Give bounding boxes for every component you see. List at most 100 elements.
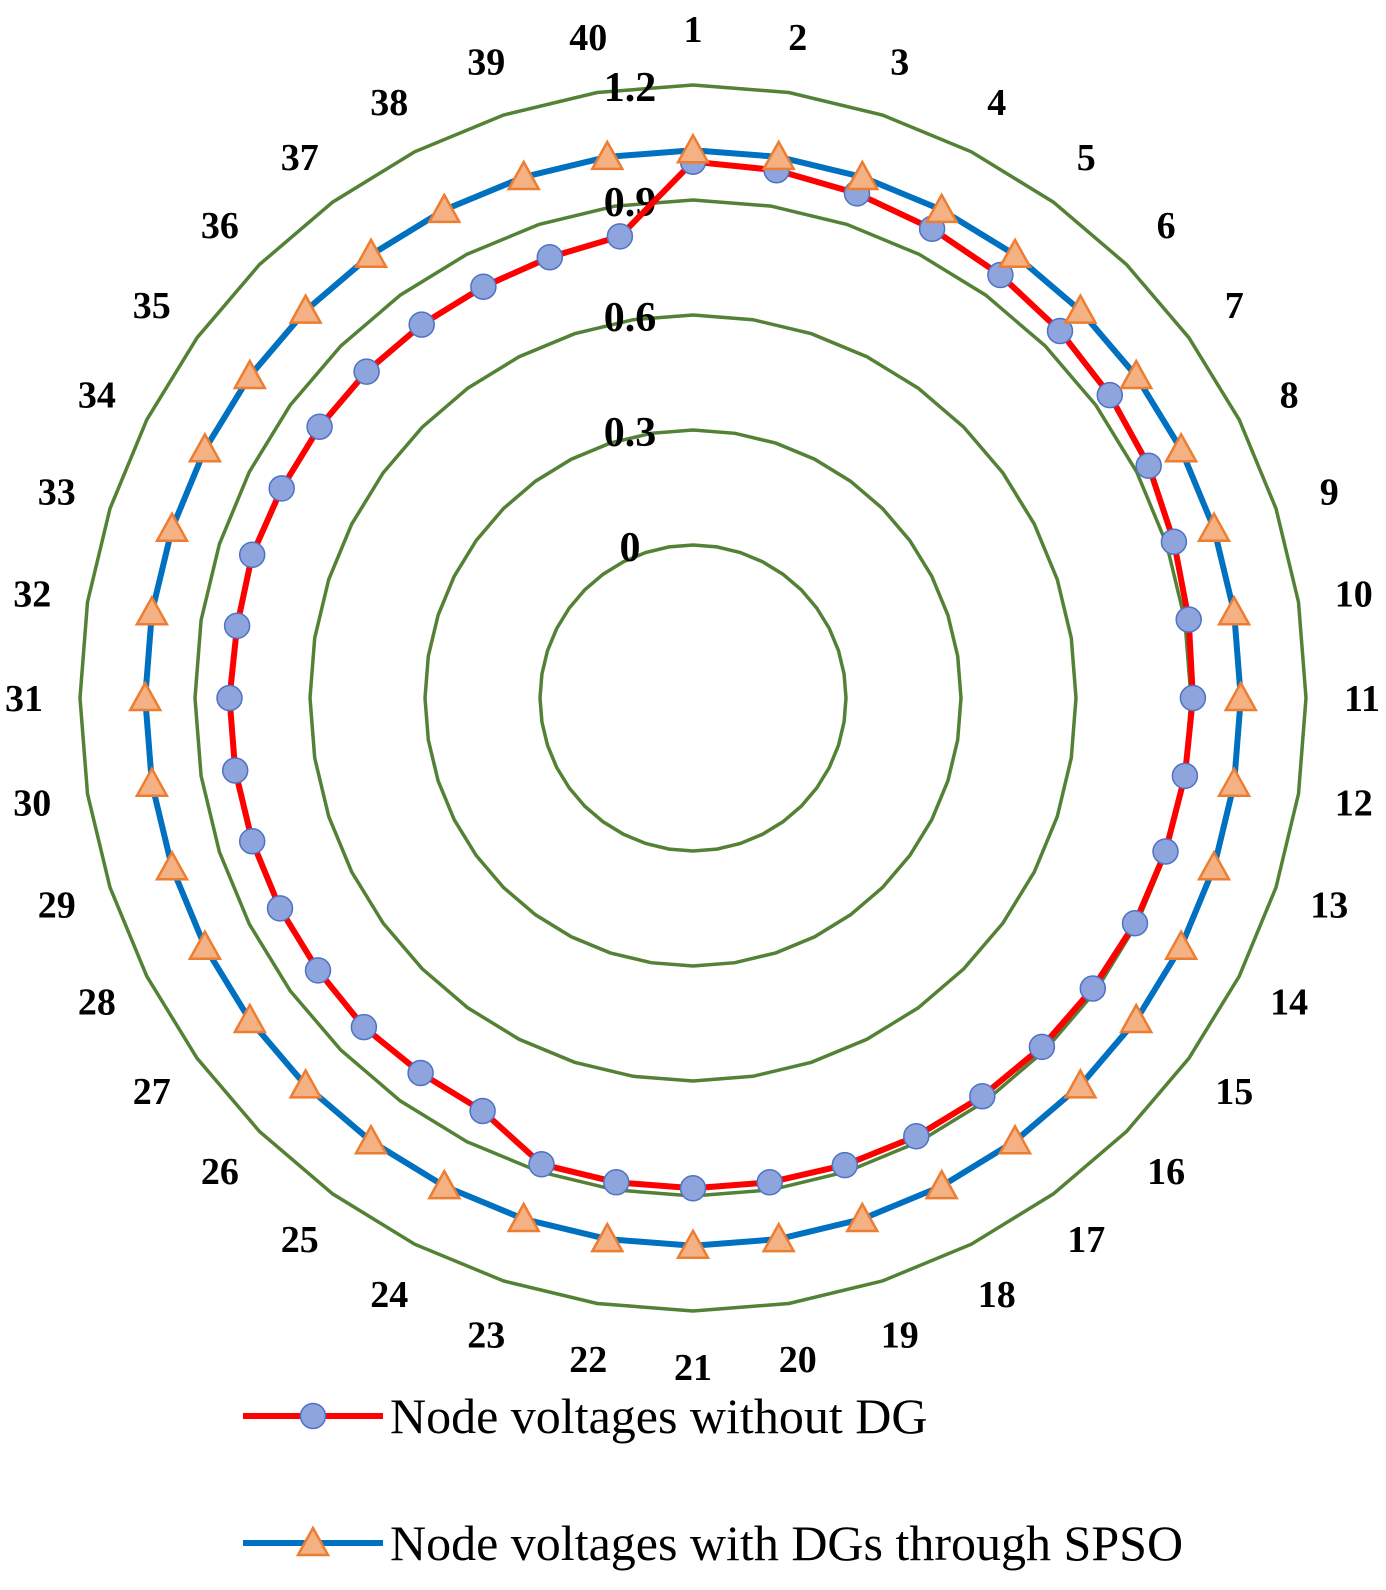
category-label-14: 14 — [1270, 982, 1308, 1024]
tick-label-2: 0.6 — [604, 295, 657, 341]
series-0-point-5 — [987, 261, 1014, 289]
series-1-point-9 — [1196, 511, 1232, 542]
series-1-point-38 — [427, 192, 462, 224]
series-0-point-33 — [238, 541, 266, 569]
series-0-point-18 — [903, 1123, 930, 1150]
series-1-point-33 — [154, 511, 190, 542]
series-0-point-22 — [603, 1169, 630, 1196]
tick-label-3: 0.9 — [604, 180, 657, 226]
category-label-21: 21 — [674, 1347, 712, 1389]
series-0-point-28 — [266, 895, 294, 922]
series-0-point-27 — [304, 957, 332, 984]
series-0-point-16 — [1028, 1033, 1056, 1061]
series-0-point-19 — [831, 1151, 859, 1179]
category-labels: 1 234567891011121314151617181920212223242… — [5, 9, 1380, 1389]
series-1-point-24 — [427, 1168, 462, 1200]
series-1-point-7 — [1119, 358, 1154, 390]
series-1-point-14 — [1163, 929, 1199, 960]
series-0-point-21 — [679, 1175, 707, 1202]
series-0-point-31 — [216, 684, 243, 712]
legend-marker-0 — [299, 1402, 327, 1430]
series-1-point-39 — [506, 159, 541, 191]
category-label-24: 24 — [370, 1274, 408, 1316]
series-0-point-38 — [470, 273, 497, 300]
category-label-12: 12 — [1335, 783, 1373, 825]
tick-label-1: 0.3 — [604, 410, 657, 456]
series-0-point-26 — [350, 1013, 378, 1041]
series-1-point-27 — [232, 1002, 267, 1034]
category-label-34: 34 — [78, 374, 116, 416]
series-1-point-20 — [761, 1221, 796, 1253]
category-label-19: 19 — [881, 1314, 919, 1356]
series-0-point-7 — [1096, 381, 1124, 409]
series-1-point-12 — [1216, 766, 1252, 797]
grid-ring-0 — [538, 543, 848, 853]
category-label-26: 26 — [201, 1151, 239, 1193]
category-label-29: 29 — [38, 885, 76, 927]
series-1-point-29 — [154, 849, 190, 881]
legend-marker-1 — [295, 1525, 331, 1557]
series-1-point-37 — [353, 237, 389, 269]
category-label-38: 38 — [370, 82, 408, 124]
series-1-point-2 — [761, 139, 796, 171]
series-0-point-23 — [528, 1151, 555, 1178]
series-0-point-10 — [1175, 606, 1202, 633]
series-0-point-13 — [1152, 838, 1179, 865]
series-1-point-11 — [1223, 680, 1258, 712]
legend-label-0: Node voltages without DG — [390, 1388, 927, 1444]
series-1-point-34 — [187, 431, 223, 463]
series-1-point-13 — [1196, 849, 1232, 881]
legend-label-1: Node voltages with DGs through SPSO — [390, 1515, 1183, 1571]
category-label-27: 27 — [133, 1071, 171, 1113]
category-label-40: 40 — [569, 17, 607, 59]
category-label-1: 1 — [684, 9, 703, 51]
series-0-point-25 — [407, 1059, 434, 1087]
series-1-point-22 — [590, 1221, 625, 1253]
series-1-point-6 — [1063, 293, 1098, 324]
category-label-8: 8 — [1280, 374, 1299, 416]
series-0-point-8 — [1135, 452, 1162, 480]
series-0-point-39 — [536, 243, 564, 271]
category-label-16: 16 — [1147, 1151, 1185, 1193]
series-1-point-31 — [128, 680, 163, 712]
series-1-point-23 — [506, 1201, 541, 1233]
category-label-23: 23 — [467, 1314, 505, 1356]
series-0-point-34 — [268, 475, 295, 502]
category-label-31: 31 — [5, 678, 43, 720]
category-label-18: 18 — [978, 1274, 1016, 1316]
grid-ring-4 — [78, 83, 1308, 1313]
radial-tick-labels: 0 0.3 0.6 0.9 1.2 — [604, 65, 657, 571]
series-1-point-1 — [675, 132, 711, 164]
category-label-25: 25 — [281, 1219, 319, 1261]
series-1-point-17 — [997, 1123, 1033, 1155]
category-label-36: 36 — [201, 205, 239, 247]
series-1-point-28 — [187, 929, 223, 960]
series-0-point-20 — [756, 1169, 783, 1196]
series-0-point-11 — [1179, 684, 1207, 712]
category-label-28: 28 — [78, 982, 116, 1024]
series-layer — [128, 132, 1258, 1260]
series-0-point-24 — [469, 1097, 496, 1125]
category-label-13: 13 — [1310, 885, 1348, 927]
category-label-6: 6 — [1157, 205, 1176, 247]
series-1-point-40 — [590, 139, 625, 171]
series-1-point-18 — [924, 1168, 959, 1200]
series-1-point-4 — [924, 192, 959, 224]
series-1-point-15 — [1119, 1002, 1154, 1034]
series-0 — [216, 148, 1207, 1202]
category-label-30: 30 — [13, 783, 51, 825]
series-1-point-35 — [232, 358, 267, 390]
series-0-point-17 — [969, 1082, 996, 1110]
series-1-point-36 — [288, 293, 323, 324]
category-label-5: 5 — [1077, 137, 1096, 179]
series-1-point-21 — [675, 1228, 711, 1260]
grid-ring-1 — [423, 428, 963, 968]
series-0-point-40 — [606, 223, 634, 250]
category-label-39: 39 — [467, 42, 505, 84]
series-0-point-36 — [353, 358, 380, 385]
tick-label-0: 0 — [620, 525, 641, 571]
series-1 — [128, 132, 1258, 1260]
category-label-15: 15 — [1215, 1071, 1253, 1113]
category-label-10: 10 — [1335, 573, 1373, 615]
series-0-point-6 — [1046, 317, 1074, 345]
